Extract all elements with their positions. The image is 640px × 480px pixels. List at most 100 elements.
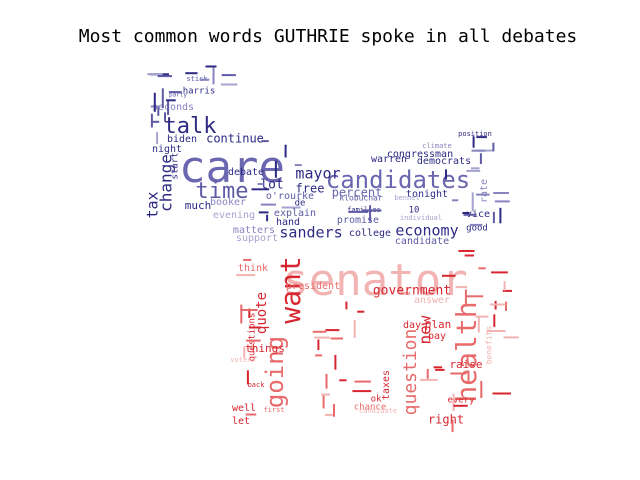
- cloud-word: questions: [248, 313, 258, 362]
- filler-mark: [245, 413, 257, 416]
- filler-mark: [478, 267, 486, 270]
- cloud-word: vice: [466, 209, 490, 220]
- cloud-word: care: [179, 142, 285, 193]
- cloud-word: voters: [230, 356, 255, 364]
- cloud-word: first: [263, 406, 284, 414]
- cloud-word: candidate: [359, 407, 397, 415]
- filler-mark: [220, 83, 238, 86]
- filler-mark: [260, 203, 276, 206]
- filler-mark: [257, 183, 264, 185]
- filler-mark: [322, 393, 325, 409]
- cloud-word: party: [169, 92, 187, 99]
- filler-mark: [493, 192, 509, 194]
- cloud-word: every: [447, 396, 475, 406]
- filler-mark: [469, 223, 483, 226]
- filler-mark: [453, 404, 468, 407]
- filler-mark: [452, 199, 459, 202]
- cloud-word: good: [466, 224, 488, 234]
- filler-mark: [426, 368, 429, 379]
- cloud-word: o'rourke: [266, 191, 314, 202]
- filler-mark: [325, 329, 340, 332]
- filler-mark: [312, 330, 327, 333]
- cloud-word: de: [295, 199, 306, 209]
- cloud-word: sanders: [279, 224, 342, 242]
- cloud-word: senator: [282, 255, 467, 306]
- filler-mark: [348, 210, 369, 213]
- cloud-word: taxes: [381, 370, 392, 400]
- filler-mark: [152, 120, 160, 123]
- cloud-word: president: [286, 281, 340, 292]
- cloud-word: going: [261, 336, 289, 408]
- filler-mark: [205, 65, 217, 68]
- cloud-word: continue: [206, 132, 264, 146]
- cloud-word: answer: [414, 295, 450, 306]
- cloud-word: evening: [213, 210, 255, 221]
- cloud-word: individual: [400, 214, 442, 222]
- filler-mark: [464, 254, 474, 257]
- filler-mark: [492, 392, 511, 395]
- filler-mark: [476, 193, 490, 196]
- filler-mark: [315, 354, 323, 357]
- filler-mark: [455, 286, 468, 289]
- cloud-word: rate: [479, 179, 490, 203]
- cloud-word: harris: [183, 87, 216, 97]
- filler-mark: [240, 309, 258, 311]
- filler-mark: [353, 320, 356, 338]
- cloud-word: position: [458, 130, 492, 138]
- filler-mark: [357, 310, 365, 313]
- filler-mark: [503, 336, 519, 339]
- filler-mark: [420, 378, 438, 381]
- filler-mark: [243, 258, 252, 261]
- filler-mark: [502, 289, 512, 292]
- filler-mark: [284, 144, 287, 158]
- cloud-word: explain: [274, 208, 316, 219]
- filler-mark: [321, 393, 330, 396]
- filler-mark: [494, 200, 510, 203]
- filler-mark: [266, 214, 269, 222]
- cloud-word: let: [232, 416, 250, 427]
- cloud-word: free: [296, 182, 325, 196]
- cloud-word: hand: [276, 217, 300, 228]
- filler-mark: [352, 390, 372, 393]
- filler-mark: [466, 169, 481, 172]
- filler-mark: [492, 142, 495, 151]
- cloud-word: change: [157, 154, 176, 212]
- cloud-word: quote: [254, 292, 270, 334]
- filler-mark: [166, 99, 176, 102]
- filler-mark: [243, 346, 246, 358]
- filler-mark: [147, 73, 163, 76]
- figure-title: Most common words GUTHRIE spoke in all d…: [78, 26, 578, 47]
- cloud-word: percent: [332, 186, 383, 200]
- filler-mark: [251, 188, 270, 191]
- cloud-word: new: [416, 315, 435, 344]
- filler-mark: [153, 92, 156, 112]
- filler-mark: [354, 380, 371, 383]
- cloud-word: debate: [228, 167, 264, 178]
- cloud-word: pay: [428, 331, 446, 342]
- filler-mark: [261, 140, 269, 143]
- cloud-word: well: [232, 403, 256, 414]
- filler-mark: [472, 136, 475, 148]
- cloud-word: much: [185, 199, 212, 212]
- filler-mark: [435, 368, 445, 371]
- filler-mark: [503, 281, 506, 291]
- filler-mark: [339, 379, 347, 382]
- filler-mark: [324, 413, 333, 416]
- filler-mark: [221, 74, 236, 77]
- filler-mark: [212, 67, 215, 85]
- filler-mark: [462, 212, 470, 214]
- filler-mark: [168, 91, 182, 94]
- filler-mark: [463, 213, 477, 216]
- filler-mark: [450, 372, 467, 375]
- filler-mark: [480, 380, 483, 399]
- cloud-word: start: [171, 152, 181, 179]
- cloud-word: plan: [425, 318, 452, 331]
- filler-mark: [274, 160, 277, 178]
- cloud-word: booker: [210, 197, 246, 208]
- filler-mark: [246, 339, 261, 342]
- cloud-word: biden: [167, 134, 197, 145]
- cloud-word: things: [245, 342, 285, 355]
- filler-mark: [464, 289, 467, 307]
- filler-mark: [161, 88, 164, 109]
